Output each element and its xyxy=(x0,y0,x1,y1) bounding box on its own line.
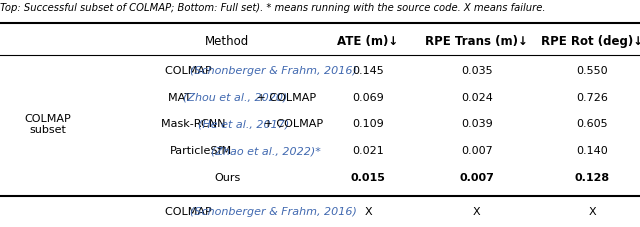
Text: (Zhao et al., 2022)*: (Zhao et al., 2022)* xyxy=(211,146,321,156)
Text: Top: Successful subset of COLMAP; Bottom: Full set). * means running with the so: Top: Successful subset of COLMAP; Bottom… xyxy=(0,3,545,13)
Text: 0.007: 0.007 xyxy=(460,173,494,183)
Text: 0.035: 0.035 xyxy=(461,65,493,75)
Text: RPE Rot (deg)↓: RPE Rot (deg)↓ xyxy=(541,34,640,47)
Text: 0.605: 0.605 xyxy=(576,119,608,129)
Text: + COLMAP: + COLMAP xyxy=(260,119,323,129)
Text: X: X xyxy=(364,206,372,216)
Text: ParticleSfM: ParticleSfM xyxy=(170,146,232,156)
Text: MAT: MAT xyxy=(168,92,195,102)
Text: 0.007: 0.007 xyxy=(461,146,493,156)
Text: X: X xyxy=(588,206,596,216)
Text: 0.726: 0.726 xyxy=(576,92,608,102)
Text: RPE Trans (m)↓: RPE Trans (m)↓ xyxy=(426,34,528,47)
Text: COLMAP: COLMAP xyxy=(164,206,215,216)
Text: 0.140: 0.140 xyxy=(576,146,608,156)
Text: X: X xyxy=(473,206,481,216)
Text: 0.021: 0.021 xyxy=(352,146,384,156)
Text: 0.069: 0.069 xyxy=(352,92,384,102)
Text: (He et al., 2017): (He et al., 2017) xyxy=(198,119,289,129)
Text: (Schonberger & Frahm, 2016): (Schonberger & Frahm, 2016) xyxy=(190,206,357,216)
Text: Mask-RCNN: Mask-RCNN xyxy=(161,119,229,129)
Text: COLMAP: COLMAP xyxy=(164,65,215,75)
Text: + COLMAP: + COLMAP xyxy=(253,92,316,102)
Text: COLMAP
subset: COLMAP subset xyxy=(24,113,72,135)
Text: 0.109: 0.109 xyxy=(352,119,384,129)
Text: Method: Method xyxy=(205,34,250,47)
Text: 0.128: 0.128 xyxy=(575,173,609,183)
Text: 0.015: 0.015 xyxy=(351,173,385,183)
Text: 0.039: 0.039 xyxy=(461,119,493,129)
Text: (Zhou et al., 2020): (Zhou et al., 2020) xyxy=(183,92,287,102)
Text: 0.550: 0.550 xyxy=(576,65,608,75)
Text: 0.024: 0.024 xyxy=(461,92,493,102)
Text: ATE (m)↓: ATE (m)↓ xyxy=(337,34,399,47)
Text: 0.145: 0.145 xyxy=(352,65,384,75)
Text: Ours: Ours xyxy=(214,173,241,183)
Text: (Schonberger & Frahm, 2016): (Schonberger & Frahm, 2016) xyxy=(190,65,357,75)
